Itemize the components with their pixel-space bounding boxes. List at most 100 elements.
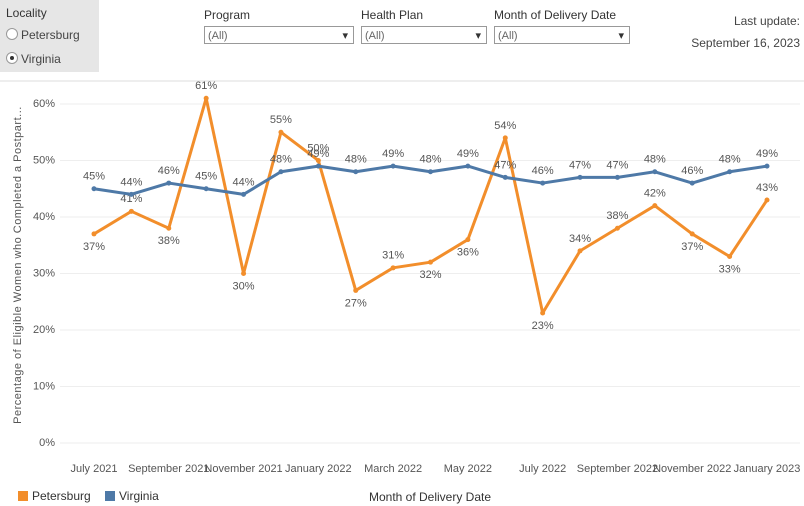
y-tick-label: 50% xyxy=(33,154,55,166)
data-point xyxy=(428,169,433,175)
data-point xyxy=(315,163,321,169)
data-label: 36% xyxy=(457,246,479,258)
filter-label: Health Plan xyxy=(361,8,424,22)
data-point xyxy=(315,157,321,163)
data-label: 42% xyxy=(644,188,666,200)
data-label: 27% xyxy=(345,297,367,309)
data-point xyxy=(390,163,396,169)
legend-label: Petersburg xyxy=(32,489,91,503)
data-point xyxy=(727,254,733,260)
data-label: 30% xyxy=(233,280,255,292)
dropdown[interactable]: (All) xyxy=(204,26,354,45)
data-point xyxy=(652,169,658,175)
data-label: 31% xyxy=(382,250,404,262)
data-point xyxy=(502,174,508,180)
data-point xyxy=(540,180,546,186)
data-point xyxy=(166,225,172,231)
data-label: 48% xyxy=(270,154,292,166)
legend-label: Virginia xyxy=(119,489,159,503)
filter-label: Month of Delivery Date xyxy=(494,8,617,22)
last-update-date: September 16, 2023 xyxy=(691,36,800,50)
data-point xyxy=(241,191,247,197)
data-point xyxy=(128,208,134,214)
data-point xyxy=(764,163,770,169)
data-point xyxy=(428,259,433,265)
data-label: 38% xyxy=(606,210,628,222)
legend-swatch xyxy=(105,491,115,501)
radio-option[interactable]: Virginia xyxy=(6,52,61,66)
data-label: 47% xyxy=(569,159,591,171)
radio-option[interactable]: Petersburg xyxy=(6,28,80,42)
locality-filter: Locality Petersburg Virginia xyxy=(0,0,99,72)
data-label: 54% xyxy=(494,120,516,132)
x-tick-label: January 2023 xyxy=(734,463,801,475)
data-point xyxy=(764,197,770,203)
option-label: Petersburg xyxy=(21,28,80,42)
data-label: 37% xyxy=(83,241,105,253)
data-label: 50% xyxy=(307,142,329,154)
y-tick-label: 10% xyxy=(33,380,55,392)
x-tick-label: November 2021 xyxy=(204,463,282,475)
dropdown[interactable]: (All) xyxy=(361,26,487,45)
data-point xyxy=(203,186,209,192)
x-tick-label: November 2022 xyxy=(653,463,731,475)
x-tick-label: September 2021 xyxy=(128,463,209,475)
data-label: 49% xyxy=(307,148,329,160)
legend-swatch xyxy=(18,491,28,501)
y-tick-label: 40% xyxy=(33,211,55,223)
data-point xyxy=(502,135,508,141)
data-point xyxy=(465,163,471,169)
data-point xyxy=(278,129,284,135)
last-update-label: Last update: xyxy=(733,14,800,28)
data-label: 61% xyxy=(195,80,217,92)
data-label: 47% xyxy=(606,159,628,171)
data-point xyxy=(278,169,284,175)
option-label: Virginia xyxy=(21,52,61,66)
data-point xyxy=(689,180,695,186)
data-label: 49% xyxy=(457,148,479,160)
data-label: 46% xyxy=(681,165,703,177)
data-point xyxy=(577,174,583,180)
data-point xyxy=(353,287,359,293)
x-tick-label: January 2022 xyxy=(285,463,352,475)
data-point xyxy=(540,310,546,316)
data-label: 34% xyxy=(569,233,591,245)
data-label: 44% xyxy=(120,176,142,188)
x-tick-label: March 2022 xyxy=(364,463,422,475)
data-label: 48% xyxy=(419,154,441,166)
data-point xyxy=(614,174,620,180)
data-point xyxy=(241,270,247,276)
data-label: 46% xyxy=(532,165,554,177)
filter-label: Locality xyxy=(6,6,47,20)
data-label: 49% xyxy=(756,148,778,160)
y-tick-label: 30% xyxy=(33,267,55,279)
filter-label: Program xyxy=(204,8,251,22)
data-point xyxy=(652,203,658,209)
data-label: 43% xyxy=(756,182,778,194)
data-label: 41% xyxy=(120,193,142,205)
data-label: 45% xyxy=(83,171,105,183)
data-label: 32% xyxy=(419,269,441,281)
data-label: 33% xyxy=(719,263,741,275)
y-tick-label: 20% xyxy=(33,324,55,336)
data-label: 48% xyxy=(345,154,367,166)
y-axis-title: Percentage of Eligible Women who Complet… xyxy=(12,106,24,424)
data-point xyxy=(166,180,172,186)
data-point xyxy=(353,169,359,175)
data-label: 48% xyxy=(719,154,741,166)
data-label: 23% xyxy=(532,320,554,332)
x-tick-label: July 2022 xyxy=(519,463,566,475)
dropdown[interactable]: (All) xyxy=(494,26,630,45)
data-point xyxy=(91,186,97,192)
data-label: 44% xyxy=(233,176,255,188)
data-label: 48% xyxy=(644,154,666,166)
radio[interactable] xyxy=(6,52,18,64)
y-tick-label: 0% xyxy=(39,437,55,449)
x-tick-label: July 2021 xyxy=(70,463,117,475)
radio[interactable] xyxy=(6,28,18,40)
data-point xyxy=(203,95,209,101)
data-label: 46% xyxy=(158,165,180,177)
data-point xyxy=(390,265,396,271)
